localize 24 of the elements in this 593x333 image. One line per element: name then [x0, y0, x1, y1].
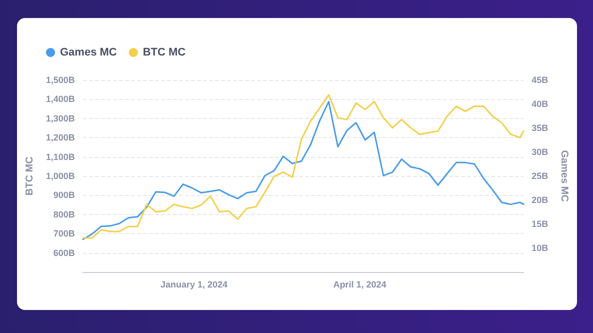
y2-tick-label: 25B — [532, 171, 549, 181]
legend-label: BTC MC — [142, 46, 186, 58]
y-tick-label: 900B — [53, 190, 76, 200]
y-tick-label: 1,500B — [46, 75, 76, 85]
y-tick-label: 1,200B — [46, 132, 76, 143]
y-tick-label: 700B — [53, 228, 76, 239]
x-tick-label: January 1, 2024 — [160, 280, 228, 290]
y2-tick-label: 30B — [532, 147, 549, 157]
y2-tick-label: 35B — [532, 123, 549, 133]
y2-tick-label: 10B — [532, 243, 549, 253]
y-tick-label: 800B — [53, 209, 76, 220]
y-tick-label: 1,000B — [46, 171, 76, 181]
y2-axis-title: Games MC — [558, 150, 570, 202]
y-tick-label: 1,100B — [46, 152, 76, 162]
y-tick-label: 600B — [53, 248, 76, 258]
legend-label: Games MC — [60, 46, 117, 58]
y-tick-label: 1,300B — [46, 113, 76, 124]
x-tick-label: April 1, 2024 — [333, 280, 386, 290]
y2-tick-label: 40B — [532, 99, 549, 109]
y2-tick-label: 45B — [532, 75, 549, 85]
y-axis-title: BTC MC — [24, 156, 36, 196]
y2-tick-label: 20B — [532, 195, 549, 205]
y2-tick-label: 15B — [532, 219, 549, 229]
y-tick-label: 1,400B — [46, 94, 76, 104]
